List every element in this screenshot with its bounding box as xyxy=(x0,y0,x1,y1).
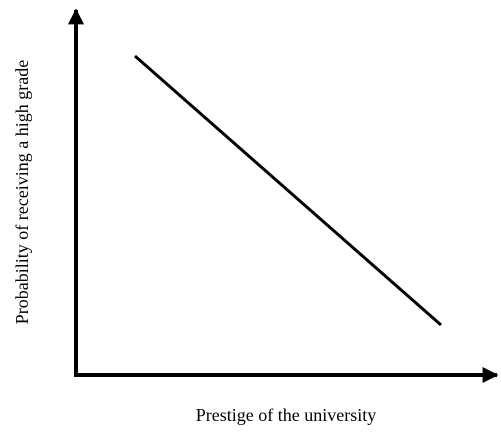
trend-line xyxy=(134,54,442,327)
x-axis-label: Prestige of the university xyxy=(196,405,376,425)
y-axis-label: Probability of receiving a high grade xyxy=(12,60,32,324)
